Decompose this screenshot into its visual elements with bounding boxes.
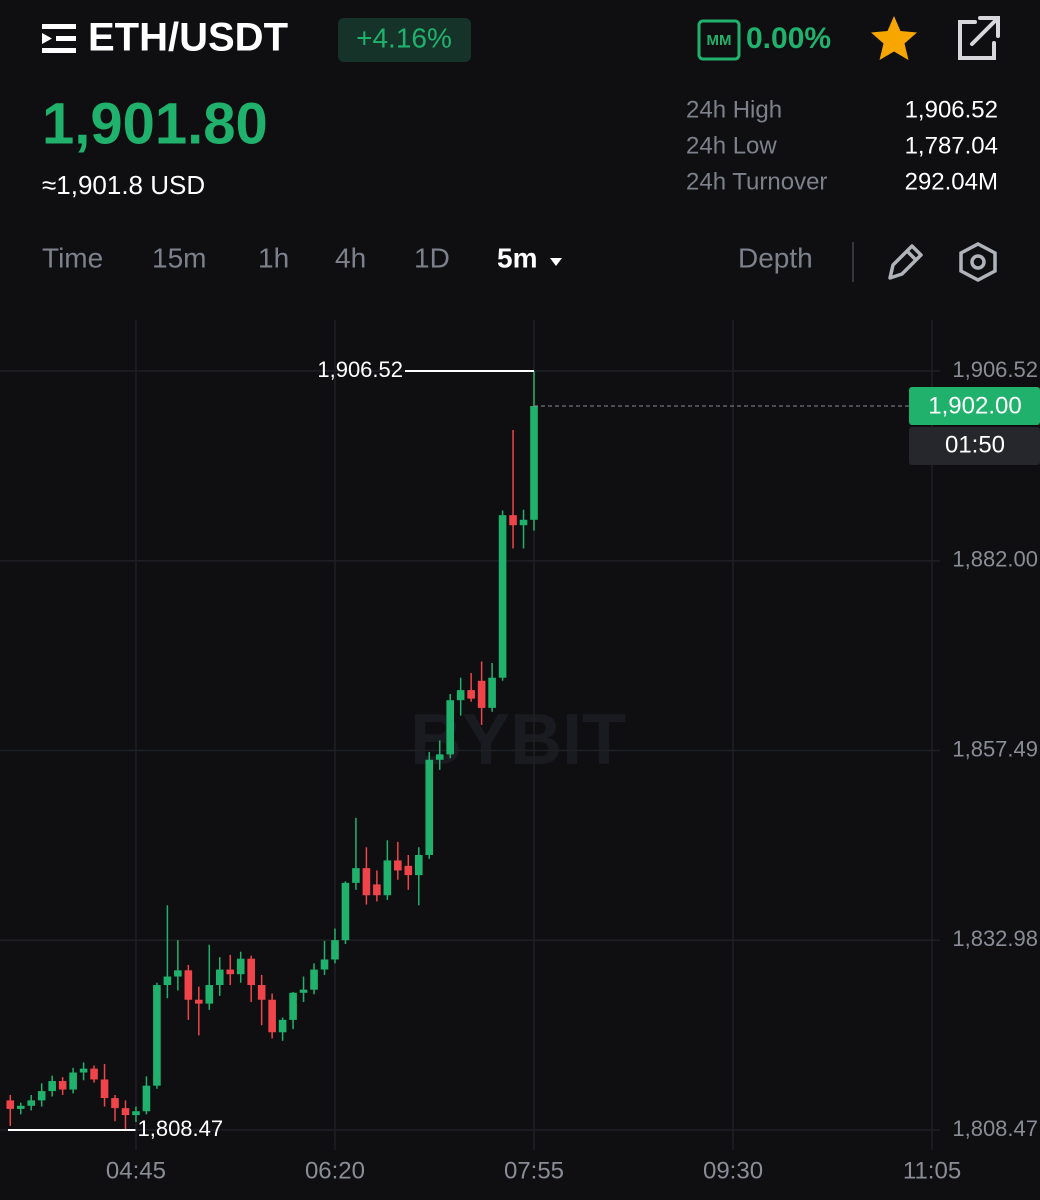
candle-body [257,985,266,1000]
candle-body [320,959,329,970]
candle-body [236,958,245,975]
candle-body [16,1105,25,1109]
mm-badge: MM [707,32,732,49]
stat-label: 24h Turnover [686,168,827,195]
tab[interactable]: 1h [258,242,289,273]
candle-body [373,884,381,896]
change: +4.16% [356,22,452,53]
dropdown-arrow[interactable] [550,258,562,266]
candle-body [205,985,214,1004]
candle-body [383,860,392,896]
low-marker-label: 1,808.47 [137,1116,223,1141]
candle-body [174,970,182,977]
menu-icon[interactable] [42,24,76,53]
candle-body [467,690,475,699]
last-price-label: 1,902.00 [928,392,1021,419]
tab[interactable]: 4h [335,242,366,273]
pair-title[interactable]: ETH/USDT [88,16,288,60]
candle-body [331,940,339,960]
stat-value: 1,787.04 [905,132,998,159]
x-tick-label: 06:20 [305,1157,365,1184]
countdown: 01:50 [945,431,1005,458]
tab[interactable]: Time [42,242,103,273]
candle-body [100,1079,109,1099]
candle-body [90,1068,98,1080]
stat-label: 24h Low [686,132,777,159]
stat-label: 24h High [686,96,782,123]
high-marker-label: 1,906.52 [317,357,403,382]
price-usd: ≈1,901.8 USD [42,170,205,200]
candle-body [477,680,486,708]
candle-body [6,1100,15,1109]
candle-body [404,865,413,876]
candle-body [163,976,172,986]
candle-body [111,1098,119,1109]
candle-body [142,1085,151,1112]
chart: BYBIT 1,808.47 1,832.98 1,857.49 1,882.00 1,9… [0,320,1040,1184]
tab[interactable]: 1D [414,242,450,273]
candle-body [121,1108,130,1116]
y-tick-label: 1,882.00 [952,547,1038,572]
share-icon[interactable] [958,16,1000,60]
candle-body [352,868,360,883]
watermark: BYBIT [410,700,626,780]
candle-body [498,515,507,678]
candle-body [310,969,318,990]
x-tick-label: 11:05 [903,1157,961,1184]
candle-body [278,1019,287,1033]
stat-value: 292.04M [905,168,998,195]
candle-body [446,700,455,755]
y-tick-label: 1,808.47 [952,1116,1038,1141]
mm-value: 0.00% [746,22,831,55]
candle-body [27,1100,36,1106]
stat-value: 1,906.52 [905,96,998,123]
candle-body [414,854,423,876]
change-badge [338,18,471,62]
candle-body [299,989,308,993]
candle-body [132,1111,140,1116]
settings-icon[interactable] [959,242,997,282]
candle-body [69,1072,77,1090]
candle-body [435,754,444,760]
candle-body [425,759,434,855]
candle-body [153,985,161,1086]
y-tick-label: 1,906.52 [952,357,1038,382]
candle-body [488,677,496,708]
candle-body [509,515,517,526]
candle-body [247,958,255,986]
candle-body [79,1068,88,1073]
last-price-box [909,387,1040,426]
x-tick-label: 07:55 [504,1157,564,1184]
y-tick-label: 1,857.49 [952,736,1038,761]
mm-box [697,19,741,61]
x-tick-label: 04:45 [106,1157,166,1184]
candle-body [184,970,193,1000]
candle-body [341,882,350,941]
favorite-star[interactable] [871,16,917,60]
x-tick-label: 09:30 [703,1157,763,1184]
countdown-box [909,427,1040,466]
candle-body [58,1081,67,1090]
tab-active[interactable]: 5m [497,242,537,273]
candle-body [394,860,402,871]
candle-body [48,1081,56,1092]
tab[interactable]: Depth [738,242,813,273]
candle-body [226,969,235,975]
tab[interactable]: 15m [152,242,206,273]
candle-body [362,868,371,896]
candle-body [289,992,297,1020]
candle-body [215,969,224,986]
candle-body [519,519,528,526]
candle-body [37,1091,46,1101]
y-tick-label: 1,832.98 [952,926,1038,951]
last-price: 1,901.80 [42,91,268,156]
candle-body [456,690,465,701]
candle-body [195,999,203,1004]
draw-icon[interactable] [888,244,923,280]
candle-body [530,406,538,520]
candle-body [268,999,276,1033]
